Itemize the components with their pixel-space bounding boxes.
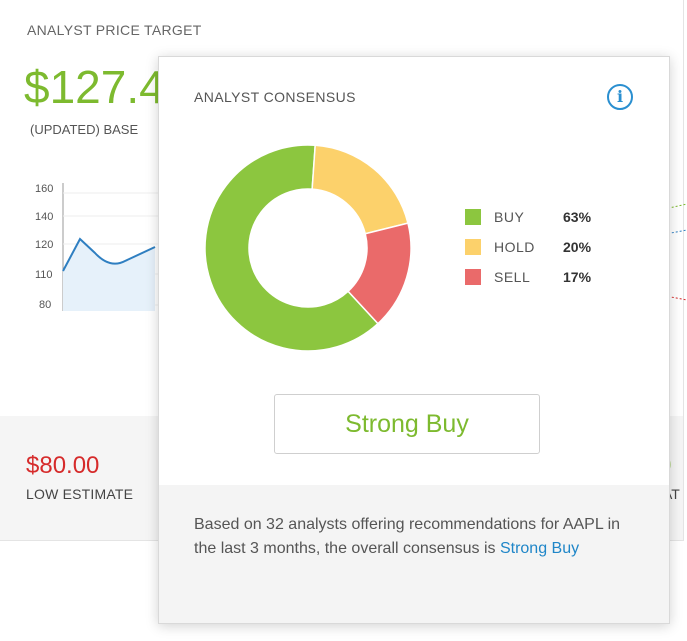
axis-tick: 140 <box>35 211 53 223</box>
legend-swatch <box>465 269 481 285</box>
axis-tick: 110 <box>35 269 53 281</box>
updated-label: (UPDATED) <box>30 122 100 137</box>
price-target-value: $127.4 <box>24 61 165 113</box>
axis-tick: 120 <box>35 239 53 251</box>
price-history-chart: 160 140 120 110 80 <box>35 183 175 311</box>
popover-title: ANALYST CONSENSUS <box>194 89 356 105</box>
summary-text: Based on 32 analysts offering recommenda… <box>194 516 621 557</box>
consensus-donut-chart <box>205 145 411 351</box>
popover-footer: Based on 32 analysts offering recommenda… <box>159 485 669 623</box>
donut-slice-hold <box>311 145 409 235</box>
legend-value: 17% <box>563 269 592 285</box>
donut-slice-sell <box>347 222 411 325</box>
consensus-summary: Based on 32 analysts offering recommenda… <box>194 513 624 560</box>
legend-item-hold: HOLD 20% <box>465 237 615 267</box>
low-estimate-label: LOW ESTIMATE <box>26 486 134 502</box>
legend-label: SELL <box>494 269 531 285</box>
axis-tick: 160 <box>35 183 53 195</box>
legend-item-buy: BUY 63% <box>465 207 615 237</box>
strong-buy-link[interactable]: Strong Buy <box>499 539 580 557</box>
price-target-updated: (UPDATED) BASE <box>30 122 138 137</box>
low-estimate-value: $80.00 <box>26 452 100 479</box>
axis-tick: 80 <box>39 299 51 311</box>
donut-slice-buy <box>205 145 380 351</box>
legend-value: 20% <box>563 239 592 255</box>
info-icon[interactable]: i <box>607 84 633 110</box>
updated-suffix: BASE <box>103 122 139 137</box>
strong-buy-button[interactable]: Strong Buy <box>274 394 540 454</box>
price-target-title: ANALYST PRICE TARGET <box>27 22 202 38</box>
legend-swatch <box>465 209 481 225</box>
legend-label: BUY <box>494 209 525 225</box>
legend-item-sell: SELL 17% <box>465 267 615 297</box>
legend-label: HOLD <box>494 239 535 255</box>
legend-value: 63% <box>563 209 592 225</box>
legend-swatch <box>465 239 481 255</box>
consensus-legend: BUY 63% HOLD 20% SELL 17% <box>465 207 615 297</box>
analyst-consensus-popover: ANALYST CONSENSUS i BUY 63% HOLD 20% SEL… <box>158 56 670 624</box>
